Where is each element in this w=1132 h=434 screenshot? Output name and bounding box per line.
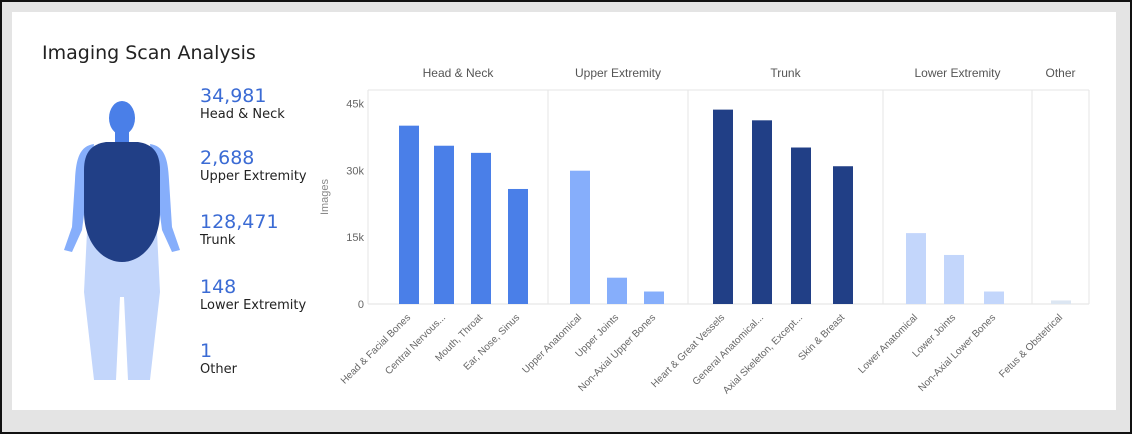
stat-label: Lower Extremity xyxy=(200,298,307,313)
x-tick-label: General Anatomical... xyxy=(691,312,766,387)
y-tick-label: 0 xyxy=(358,299,364,311)
bar xyxy=(791,147,811,304)
stat-other: 1 Other xyxy=(200,340,237,378)
bar xyxy=(471,152,491,304)
stat-label: Trunk xyxy=(200,233,236,248)
stat-label: Head & Neck xyxy=(200,107,285,122)
bar xyxy=(833,166,853,304)
y-tick-label: 30k xyxy=(346,165,364,177)
bar xyxy=(508,188,528,304)
stat-value: 128,471 xyxy=(200,211,279,233)
stat-value: 148 xyxy=(200,276,237,298)
stat-label: Other xyxy=(200,362,237,377)
x-tick-label: Non-Axial Upper Bones xyxy=(576,312,658,394)
stat-value: 34,981 xyxy=(200,85,267,107)
bar xyxy=(434,145,454,304)
x-tick-label: Fetus & Obstetrical xyxy=(997,312,1065,380)
x-tick-label: Central Nervous... xyxy=(383,312,448,377)
body-head-region xyxy=(109,101,135,135)
bar xyxy=(644,291,664,304)
stat-head-neck: 34,981 Head & Neck xyxy=(200,85,285,123)
y-axis-label: Images xyxy=(319,178,331,215)
page-title: Imaging Scan Analysis xyxy=(42,42,256,64)
x-tick-label: Non-Axial Lower Bones xyxy=(916,312,998,394)
body-figure-icon xyxy=(64,101,180,380)
stat-lower-extremity: 148 Lower Extremity xyxy=(200,276,306,314)
bar xyxy=(607,277,627,304)
stat-label: Upper Extremity xyxy=(200,169,307,184)
bar xyxy=(906,233,926,304)
stat-upper-extremity: 2,688 Upper Extremity xyxy=(200,147,307,185)
stat-trunk: 128,471 Trunk xyxy=(200,211,279,249)
bar xyxy=(713,109,733,304)
x-tick-label: Upper Anatomical xyxy=(521,312,585,376)
x-tick-label: Heart & Great Vessels xyxy=(649,312,727,390)
bar xyxy=(399,125,419,305)
dashboard-card: Imaging Scan Analysis 34,981 Head & Neck… xyxy=(12,12,1116,410)
group-label: Head & Neck xyxy=(423,66,495,80)
stat-value: 1 xyxy=(200,340,213,362)
body-lower-region xyxy=(84,232,160,380)
bar xyxy=(752,120,772,304)
group-label: Other xyxy=(1045,66,1075,80)
group-label: Lower Extremity xyxy=(914,66,1000,80)
bar xyxy=(944,254,964,304)
y-tick-label: 45k xyxy=(346,98,364,110)
stat-value: 2,688 xyxy=(200,147,255,169)
x-tick-label: Axial Skeleton, Except... xyxy=(721,312,805,396)
x-tick-label: Lower Anatomical xyxy=(857,312,921,376)
bar xyxy=(570,170,590,304)
group-label: Upper Extremity xyxy=(575,66,661,80)
body-trunk-region xyxy=(84,142,160,262)
group-label: Trunk xyxy=(770,66,801,80)
bar xyxy=(1051,300,1071,304)
y-tick-label: 15k xyxy=(346,232,364,244)
bar xyxy=(984,291,1004,304)
